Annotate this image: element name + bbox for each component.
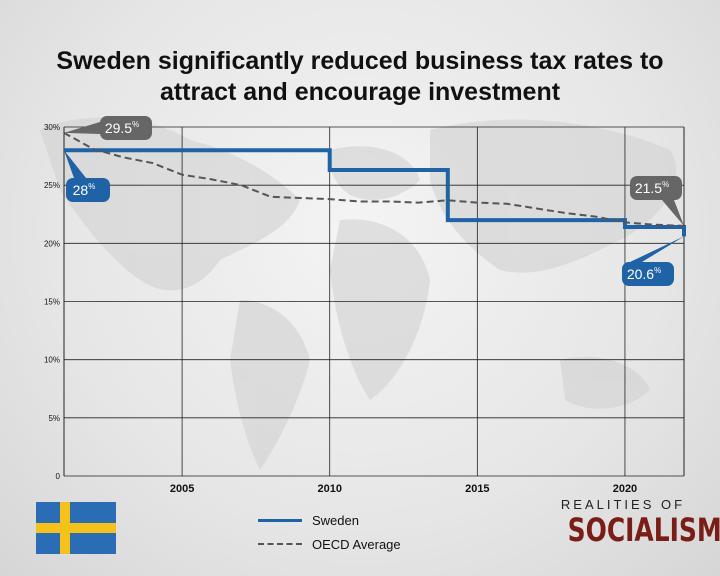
- x-tick-label: 2010: [317, 483, 341, 495]
- callout-tail: [64, 122, 100, 134]
- chart-title: Sweden significantly reduced business ta…: [56, 47, 664, 106]
- y-tick-label: 5%: [48, 414, 60, 423]
- callout-tail: [662, 200, 684, 226]
- data-label-suffix: %: [88, 182, 95, 191]
- world-map-background: [40, 117, 677, 470]
- callout-oecd-end: 21.5%: [630, 176, 684, 226]
- chart-legend: Sweden OECD Average: [258, 508, 401, 556]
- callout-sweden-start: 28%: [64, 150, 110, 202]
- data-label: 29.5%: [105, 120, 139, 136]
- callout-box: [66, 178, 110, 202]
- legend-swatch-oecd: [258, 543, 302, 545]
- callout-box: [100, 116, 152, 140]
- callout-box: [622, 262, 674, 286]
- y-tick-label: 30%: [44, 123, 60, 132]
- legend-swatch-sweden: [258, 518, 302, 522]
- y-tick-label: 15%: [44, 298, 60, 307]
- callout-box: [630, 176, 682, 200]
- callout-oecd-start: 29.5%: [64, 116, 152, 140]
- y-tick-label: 25%: [44, 181, 60, 190]
- data-label-suffix: %: [132, 120, 139, 129]
- callout-tail: [64, 150, 86, 178]
- data-label: 21.5%: [635, 180, 669, 196]
- legend-item-sweden: Sweden: [258, 508, 401, 532]
- brand-logo: REALITIES OF SOCIALISM: [552, 497, 720, 549]
- data-label-suffix: %: [662, 180, 669, 189]
- data-label: 20.6%: [627, 266, 661, 282]
- legend-label-sweden: Sweden: [312, 512, 359, 528]
- y-tick-label: 20%: [44, 239, 60, 248]
- series-line-oecd-average: [63, 131, 685, 227]
- sweden-flag-icon: [36, 502, 116, 554]
- x-tick-label: 2015: [465, 483, 489, 495]
- x-tick-label: 2005: [170, 483, 194, 495]
- legend-item-oecd: OECD Average: [258, 532, 401, 556]
- callout-sweden-end: 20.6%: [622, 236, 684, 286]
- brand-line-2: SOCIALISM: [567, 511, 720, 549]
- data-label-suffix: %: [654, 266, 661, 275]
- y-tick-label: 0: [56, 472, 61, 481]
- callout-tail: [630, 236, 684, 262]
- legend-label-oecd: OECD Average: [312, 536, 401, 552]
- x-tick-label: 2020: [613, 483, 637, 495]
- y-tick-label: 10%: [44, 356, 60, 365]
- brand-line-1: REALITIES OF: [560, 497, 686, 512]
- series-line-sweden: [64, 148, 686, 237]
